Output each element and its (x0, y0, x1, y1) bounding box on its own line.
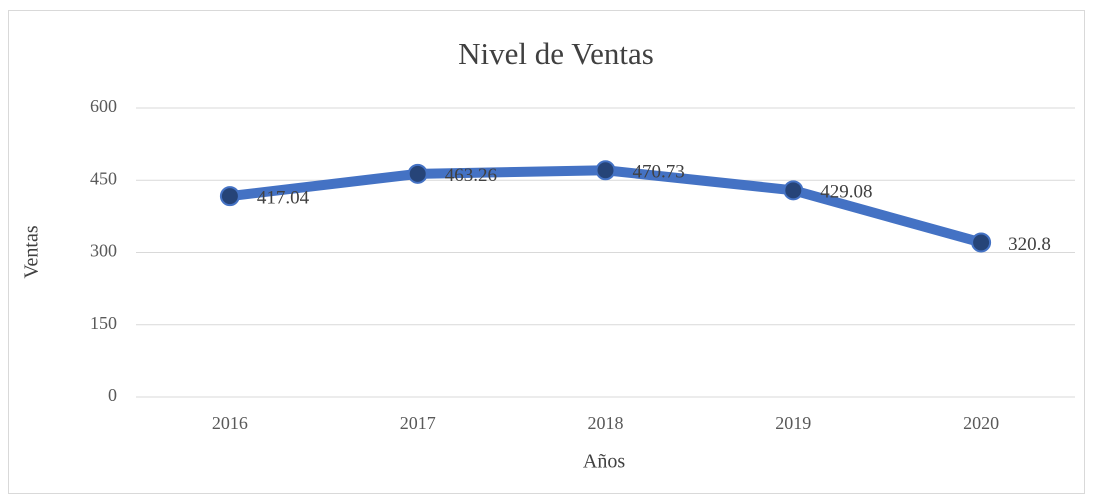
x-tick-label: 2017 (400, 413, 436, 433)
data-label: 320.8 (1008, 234, 1051, 255)
x-axis-title: Años (583, 451, 625, 473)
x-tick-label: 2019 (775, 413, 811, 433)
y-tick-label: 300 (90, 241, 117, 261)
marker (783, 180, 804, 201)
x-tick-label: 2016 (212, 413, 248, 433)
y-axis-title: Ventas (21, 225, 43, 279)
data-label: 470.73 (633, 162, 685, 183)
y-tick-label: 0 (108, 385, 117, 405)
chart-title: Nivel de Ventas (458, 36, 654, 71)
marker (595, 160, 616, 181)
marker (219, 186, 240, 207)
x-tick-label: 2020 (963, 413, 999, 433)
marker (971, 232, 992, 253)
marker (407, 163, 428, 184)
x-tick-label: 2018 (588, 413, 624, 433)
data-label: 429.08 (820, 182, 872, 203)
data-label: 463.26 (445, 165, 497, 186)
y-tick-label: 600 (90, 96, 117, 116)
y-tick-label: 150 (90, 313, 117, 333)
y-tick-label: 450 (90, 168, 117, 188)
data-label: 417.04 (257, 187, 310, 208)
